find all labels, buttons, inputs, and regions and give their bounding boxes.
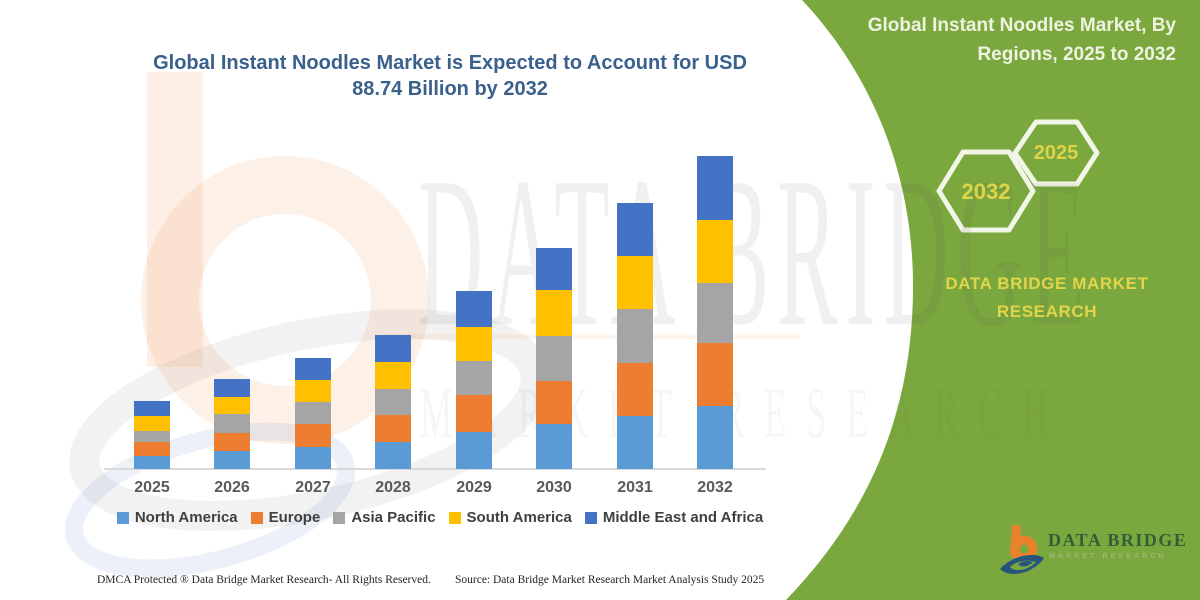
bar-segment-south-america <box>697 220 733 283</box>
bar-column-2025 <box>134 401 170 469</box>
bar-segment-middle-east-and-africa <box>134 401 170 416</box>
bar-segment-south-america <box>134 415 170 432</box>
legend-swatch <box>448 511 461 524</box>
x-axis-label-2031: 2031 <box>617 479 653 496</box>
footer-dmca-text: DMCA Protected ® Data Bridge Market Rese… <box>97 574 431 586</box>
bar-segment-middle-east-and-africa <box>536 247 572 290</box>
bar-segment-middle-east-and-africa <box>214 379 250 398</box>
bar-segment-middle-east-and-africa <box>697 156 733 221</box>
bar-segment-asia-pacific <box>134 431 170 442</box>
bar-segment-europe <box>617 363 653 417</box>
bar-segment-asia-pacific <box>214 414 250 433</box>
bar-segment-europe <box>536 380 572 424</box>
panel-brand-text: DATA BRIDGE MARKET RESEARCH <box>945 274 1149 322</box>
data-bridge-logo: DATA BRIDGE MARKET RESEARCH <box>998 521 1193 583</box>
chart-legend: North America Europe Asia Pacific South Ame… <box>100 509 780 526</box>
bar-segment-north-america <box>456 432 492 469</box>
logo-title: DATA BRIDGE <box>1048 530 1188 550</box>
legend-item-asia-pacific: Asia Pacific <box>333 509 436 526</box>
bar-column-2032 <box>697 156 733 469</box>
legend-swatch <box>116 511 129 524</box>
bar-segment-north-america <box>617 416 653 469</box>
legend-label: South America <box>466 509 572 526</box>
bar-segment-asia-pacific <box>295 402 331 425</box>
bar-segment-north-america <box>295 446 331 469</box>
legend-label: Middle East and Africa <box>602 509 764 526</box>
legend-label: Europe <box>268 509 321 526</box>
hexagon-2025-label: 2025 <box>1033 142 1079 164</box>
x-axis-label-2028: 2028 <box>375 479 411 496</box>
bar-segment-north-america <box>134 456 170 469</box>
x-axis-label-2030: 2030 <box>536 479 572 496</box>
legend-swatch <box>250 511 263 524</box>
bar-segment-south-america <box>295 379 331 403</box>
page-title: Global Instant Noodles Market is Expecte… <box>153 52 747 101</box>
legend-swatch <box>584 511 597 524</box>
bar-chart: 2025 2026 2027 2028 2029 2030 2031 2032 <box>100 140 780 496</box>
bar-segment-asia-pacific <box>456 361 492 395</box>
hexagon-2025 <box>1012 119 1100 187</box>
bar-segment-asia-pacific <box>375 388 411 416</box>
bar-segment-asia-pacific <box>697 282 733 343</box>
hexagon-2032-label: 2032 <box>961 179 1011 204</box>
bar-segment-asia-pacific <box>617 309 653 364</box>
footer-source-text: Source: Data Bridge Market Research Mark… <box>455 574 765 586</box>
x-axis-label-2026: 2026 <box>214 479 250 496</box>
bar-column-2031 <box>617 203 653 469</box>
bar-segment-north-america <box>214 451 250 469</box>
bar-segment-middle-east-and-africa <box>456 291 492 328</box>
bar-column-2027 <box>295 357 331 469</box>
x-axis-label-2027: 2027 <box>295 479 331 496</box>
legend-item-north-america: North America <box>116 509 238 526</box>
bar-segment-south-america <box>214 397 250 414</box>
bar-segment-south-america <box>536 289 572 336</box>
panel-title: Global Instant Noodles Market, By Region… <box>867 15 1176 65</box>
data-bridge-logo-icon <box>1000 524 1044 574</box>
bar-segment-europe <box>295 424 331 447</box>
bar-segment-south-america <box>617 256 653 310</box>
bar-segment-north-america <box>697 405 733 469</box>
bar-segment-north-america <box>536 423 572 469</box>
legend-label: Asia Pacific <box>351 509 436 526</box>
x-axis-label-2032: 2032 <box>697 479 733 496</box>
x-axis-label-2029: 2029 <box>456 479 492 496</box>
legend-item-middle-east-and-africa: Middle East and Africa <box>584 509 764 526</box>
logo-subtitle: MARKET RESEARCH <box>1049 553 1167 560</box>
hexagon-2032 <box>936 149 1036 233</box>
bar-column-2030 <box>536 247 572 469</box>
x-axis-line <box>104 468 766 470</box>
bar-segment-north-america <box>375 441 411 469</box>
bar-segment-middle-east-and-africa <box>375 334 411 362</box>
bar-column-2026 <box>214 379 250 469</box>
bar-segment-asia-pacific <box>536 335 572 381</box>
legend-swatch <box>333 511 346 524</box>
bar-segment-europe <box>697 342 733 406</box>
bar-segment-europe <box>456 395 492 432</box>
bar-column-2028 <box>375 334 411 469</box>
bar-segment-europe <box>375 415 411 442</box>
bar-segment-middle-east-and-africa <box>295 357 331 380</box>
bar-segment-middle-east-and-africa <box>617 203 653 257</box>
legend-label: North America <box>134 509 238 526</box>
x-axis-label-2025: 2025 <box>134 479 170 496</box>
bar-segment-south-america <box>456 327 492 362</box>
bar-segment-south-america <box>375 361 411 389</box>
legend-item-europe: Europe <box>250 509 321 526</box>
legend-item-south-america: South America <box>448 509 572 526</box>
bar-segment-europe <box>214 433 250 451</box>
bar-segment-europe <box>134 441 170 456</box>
bar-column-2029 <box>456 291 492 469</box>
